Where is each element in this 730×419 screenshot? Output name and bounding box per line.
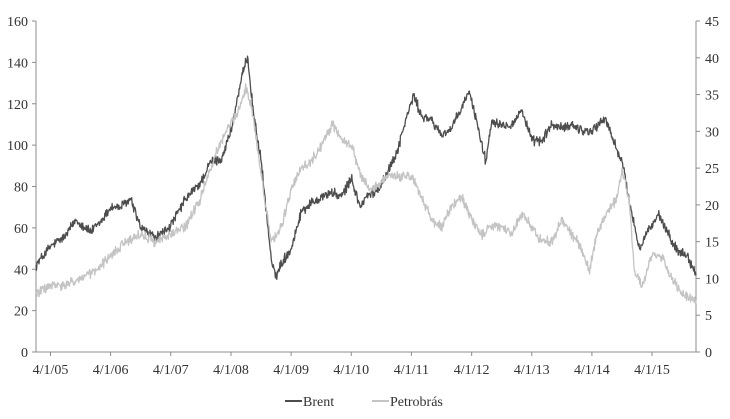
y-tick-label-right: 30 (705, 125, 719, 140)
legend-label: Brent (303, 395, 334, 410)
legend: Brent Petrobrás (285, 395, 443, 410)
y-tick-label-left: 80 (14, 181, 28, 196)
y-tick-label-right: 15 (705, 236, 719, 251)
x-tick-label: 4/1/12 (454, 363, 490, 378)
x-tick-label: 4/1/05 (33, 363, 69, 378)
y-tick-label-left: 20 (14, 305, 28, 320)
x-tick-label: 4/1/11 (394, 363, 429, 378)
x-tick-label: 4/1/07 (153, 363, 189, 378)
x-tick-label: 4/1/15 (634, 363, 670, 378)
y-tick-label-right: 45 (705, 15, 719, 30)
axes: 0 20 40 60 80 100 120 140 160 0 5 10 15 20 25 30 35 40 45 4… (7, 15, 719, 378)
y-tick-label-right: 40 (705, 52, 719, 67)
series-line-petrobrs (35, 83, 697, 305)
y-tick-label-right: 5 (705, 309, 712, 324)
x-tick-label: 4/1/06 (93, 363, 129, 378)
y-tick-label-right: 25 (705, 162, 719, 177)
legend-label: Petrobrás (390, 395, 443, 410)
series-layer (35, 55, 697, 305)
y-tick-label-left: 140 (7, 56, 28, 71)
y-tick-label-left: 60 (14, 222, 28, 237)
y-tick-label-right: 35 (705, 89, 719, 104)
x-tick-label: 4/1/14 (574, 363, 610, 378)
y-tick-label-left: 120 (7, 98, 28, 113)
series-line-brent (35, 55, 697, 280)
y-tick-label-right: 10 (705, 272, 719, 287)
y-tick-label-right: 0 (705, 346, 712, 361)
y-tick-label-right: 20 (705, 199, 719, 214)
y-tick-label-left: 0 (21, 346, 28, 361)
y-tick-label-left: 160 (7, 15, 28, 30)
y-tick-label-left: 100 (7, 139, 28, 154)
y-tick-label-left: 40 (14, 263, 28, 278)
x-tick-label: 4/1/08 (213, 363, 249, 378)
x-tick-label: 4/1/10 (333, 363, 369, 378)
x-tick-label: 4/1/13 (514, 363, 550, 378)
x-tick-label: 4/1/09 (273, 363, 309, 378)
